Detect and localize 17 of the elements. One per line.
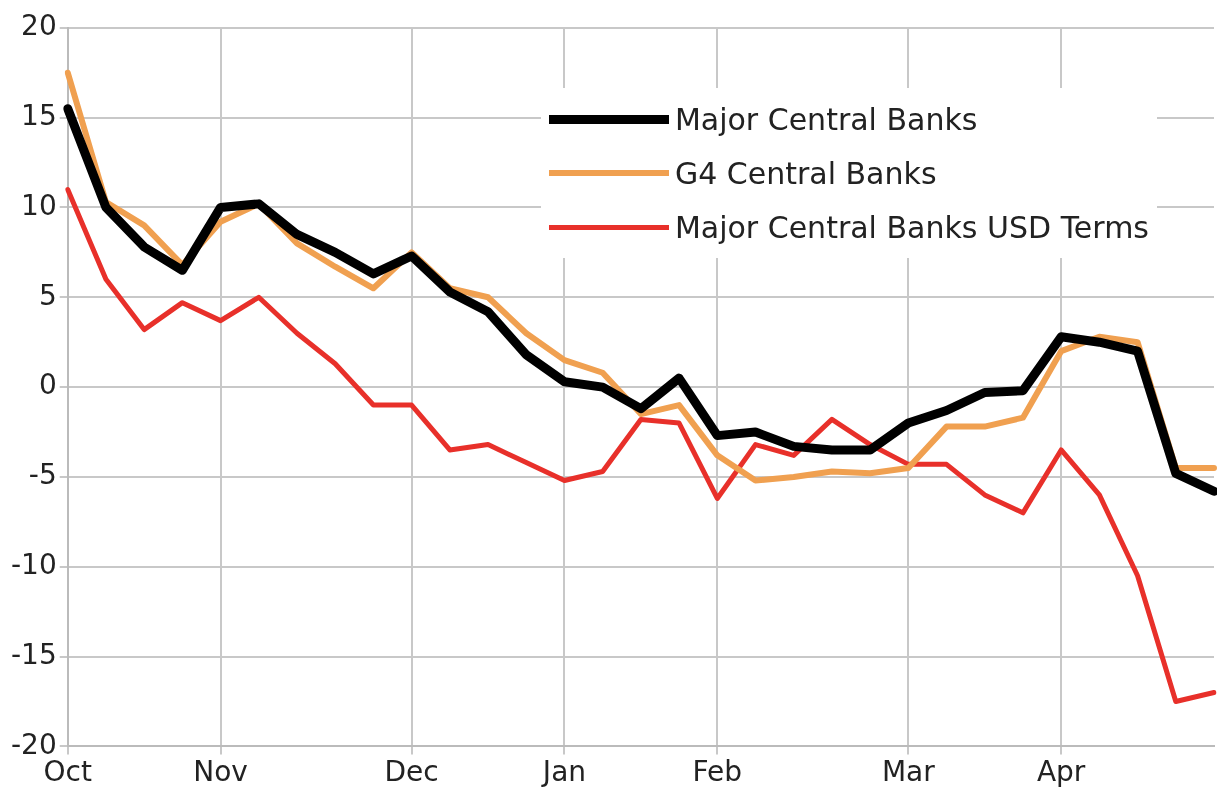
x-tick-label: Nov <box>193 755 248 789</box>
legend-label: Major Central Banks USD Terms <box>674 209 1149 245</box>
y-tick-label: -10 <box>11 548 57 582</box>
y-tick-label: 5 <box>38 278 57 312</box>
legend-label: Major Central Banks <box>674 101 978 137</box>
x-tick-label: Dec <box>384 755 439 789</box>
y-tick-label: -15 <box>11 637 57 671</box>
x-tick-label: Jan <box>540 755 587 789</box>
y-tick-label: -5 <box>28 458 57 492</box>
legend-label: G4 Central Banks <box>674 155 937 191</box>
x-tick-label: Mar <box>881 755 936 789</box>
y-tick-label: 10 <box>21 188 57 222</box>
y-tick-label: 0 <box>38 368 57 402</box>
x-tick-label: Apr <box>1036 755 1086 789</box>
y-tick-label: 20 <box>21 9 57 43</box>
y-tick-label: 15 <box>21 98 57 132</box>
x-tick-label: Feb <box>692 755 743 789</box>
